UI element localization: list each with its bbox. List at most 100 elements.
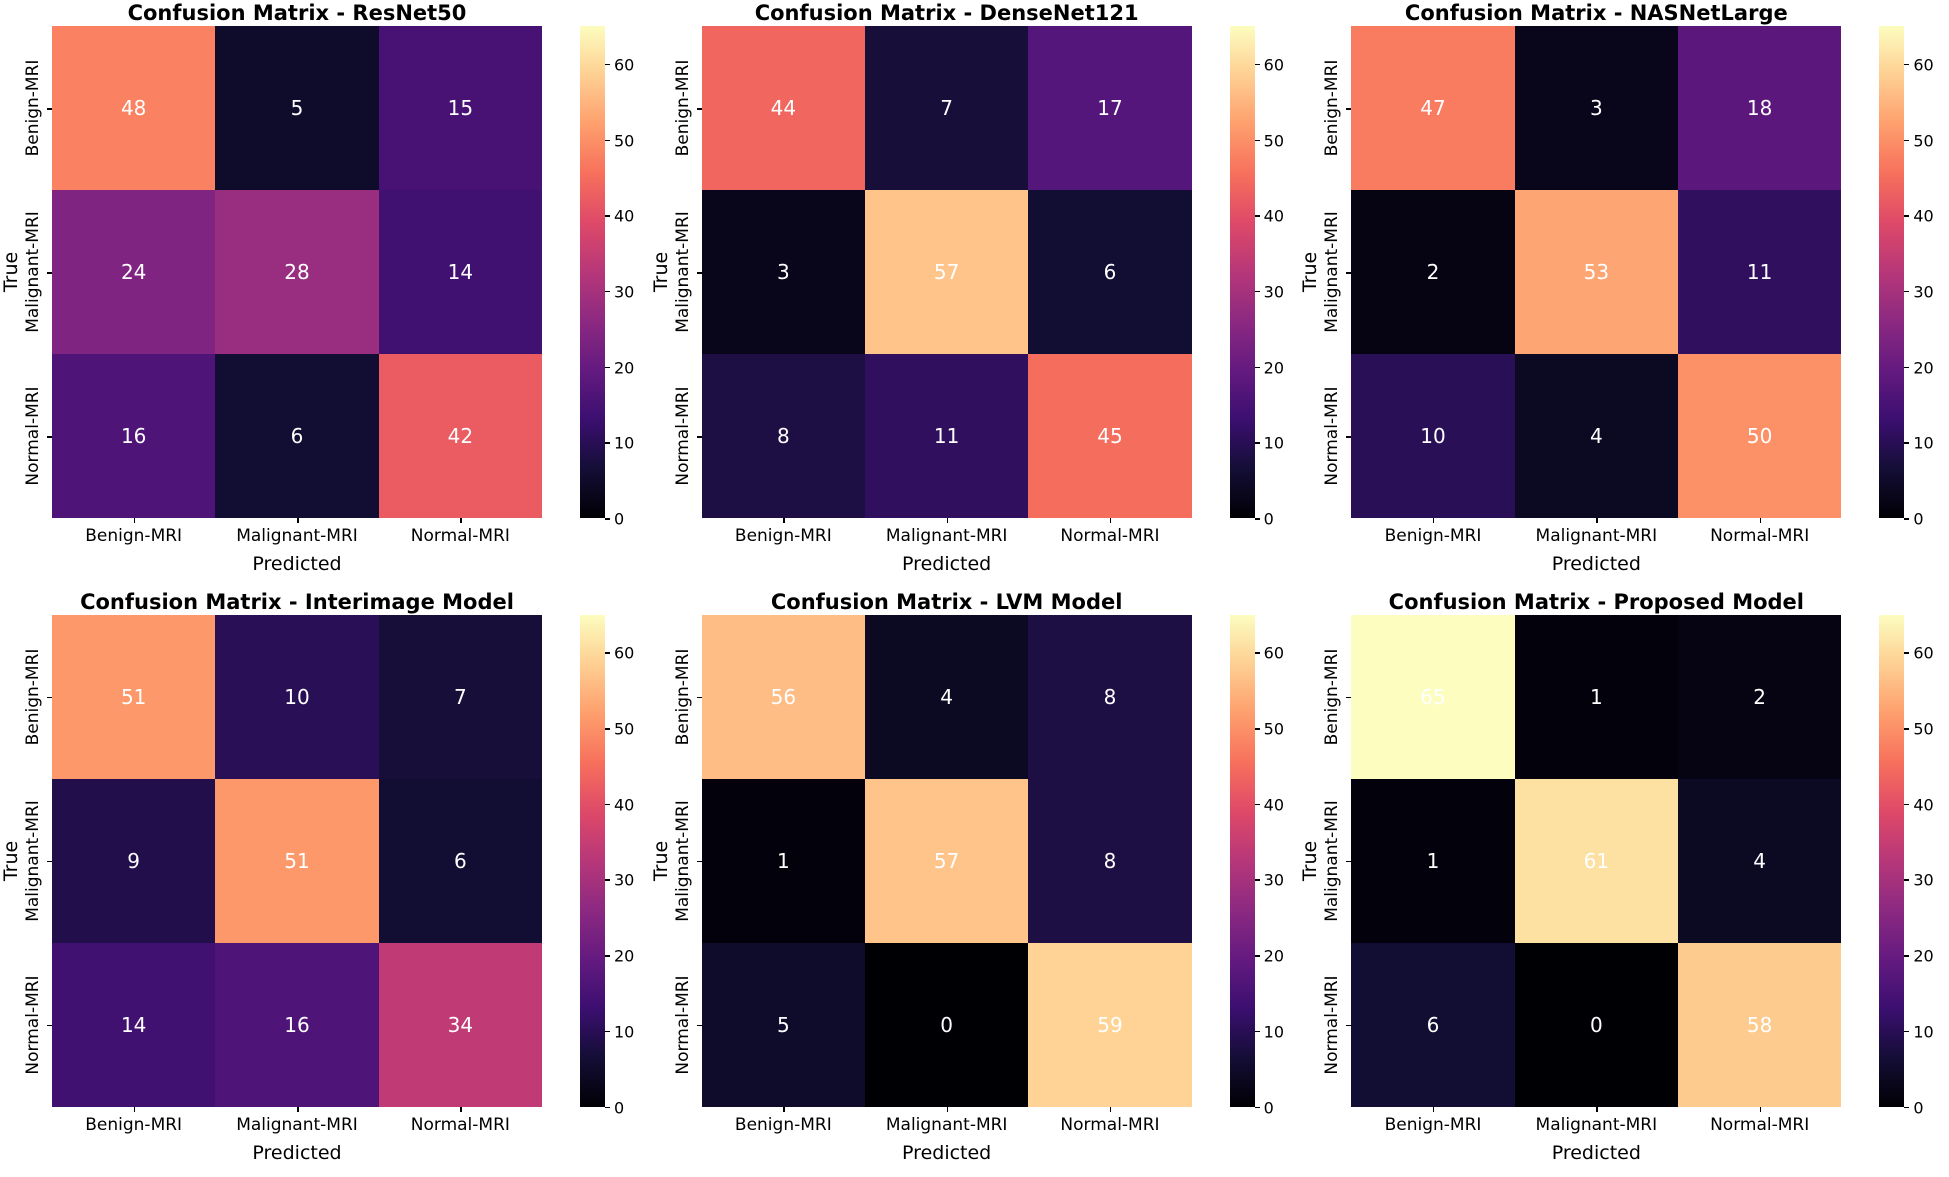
colorbar-tick-mark bbox=[1904, 1106, 1910, 1108]
heatmap-cell: 14 bbox=[52, 942, 216, 1107]
heatmap-cell: 4 bbox=[864, 614, 1029, 779]
cell-value: 45 bbox=[1097, 424, 1123, 448]
colorbar-tick-mark bbox=[1904, 1030, 1910, 1033]
colorbar-tick-mark bbox=[1254, 652, 1260, 654]
heatmap-cell: 42 bbox=[378, 354, 542, 518]
heatmap-cell: 61 bbox=[1514, 778, 1678, 943]
cell-value: 2 bbox=[1426, 260, 1440, 284]
heatmap-cell: 7 bbox=[378, 614, 542, 779]
colorbar-tick-label: 30 bbox=[1263, 870, 1285, 890]
cell-value: 8 bbox=[1103, 848, 1117, 873]
colorbar-tick-label: 50 bbox=[1263, 131, 1285, 151]
cell-value: 28 bbox=[284, 260, 310, 284]
y-tick-label: Normal-MRI bbox=[1322, 386, 1343, 486]
y-tick-label: Benign-MRI bbox=[23, 648, 43, 745]
heatmap-grid: 47 3 18 2 53 11 10 4 50 bbox=[1351, 26, 1842, 518]
colorbar-tick-label: 20 bbox=[1263, 358, 1285, 378]
x-tick-mark bbox=[1596, 518, 1598, 523]
heatmap-cell: 16 bbox=[215, 942, 379, 1107]
y-tick-mark bbox=[1346, 108, 1352, 110]
y-axis-label: True bbox=[0, 251, 22, 293]
colorbar-tick-label: 10 bbox=[1913, 1022, 1934, 1042]
cell-value: 47 bbox=[1420, 96, 1446, 120]
colorbar-tick-label: 0 bbox=[614, 509, 625, 529]
y-tick-label: Normal-MRI bbox=[23, 974, 43, 1075]
heatmap-cell: 58 bbox=[1677, 942, 1842, 1107]
x-axis-label: Predicted bbox=[902, 1141, 992, 1164]
colorbar-tick-mark bbox=[605, 442, 610, 444]
y-axis-label: True bbox=[0, 840, 22, 881]
colorbar-tick-label: 20 bbox=[614, 358, 635, 378]
cell-value: 5 bbox=[290, 96, 304, 120]
x-tick-mark bbox=[783, 518, 785, 523]
cell-value: 58 bbox=[1746, 1012, 1773, 1037]
colorbar-tick-label: 40 bbox=[1263, 795, 1285, 815]
colorbar-tick-mark bbox=[1254, 215, 1260, 217]
y-tick-mark bbox=[47, 108, 52, 110]
y-tick-label: Malignant-MRI bbox=[1322, 799, 1343, 922]
subplot-densenet121: Confusion Matrix - DenseNet121 44 7 17 3 57 6 8… bbox=[650, 0, 1300, 589]
y-tick-label: Benign-MRI bbox=[23, 59, 43, 157]
heatmap-grid: 51 10 7 9 51 6 14 16 34 bbox=[52, 614, 542, 1107]
x-tick-mark bbox=[783, 1106, 785, 1112]
cell-value: 1 bbox=[776, 848, 790, 873]
x-tick-label: Benign-MRI bbox=[1384, 1114, 1482, 1135]
heatmap-cell: 56 bbox=[701, 614, 865, 779]
colorbar-tick-label: 0 bbox=[1913, 1098, 1924, 1117]
y-tick-label: Malignant-MRI bbox=[672, 211, 693, 333]
heatmap-cell: 47 bbox=[1351, 26, 1515, 190]
x-tick-mark bbox=[1109, 1106, 1112, 1112]
chart-title: Confusion Matrix - Proposed Model bbox=[1388, 589, 1804, 614]
x-tick-mark bbox=[1596, 1106, 1598, 1112]
colorbar-tick-label: 60 bbox=[614, 55, 635, 75]
colorbar-tick-label: 60 bbox=[1913, 55, 1934, 75]
heatmap-cell: 1 bbox=[701, 778, 865, 943]
heatmap-grid: 56 4 8 1 57 8 5 0 59 bbox=[701, 614, 1192, 1107]
cell-value: 1 bbox=[1589, 684, 1603, 709]
colorbar-tick-label: 60 bbox=[1913, 643, 1934, 663]
y-tick-mark bbox=[696, 436, 702, 438]
cell-value: 8 bbox=[1103, 684, 1117, 709]
heatmap-cell: 2 bbox=[1351, 190, 1515, 354]
heatmap-cell: 34 bbox=[378, 942, 542, 1107]
cell-value: 3 bbox=[776, 260, 790, 284]
colorbar bbox=[1879, 26, 1905, 518]
y-tick-label: Normal-MRI bbox=[672, 974, 693, 1075]
colorbar-tick-mark bbox=[605, 63, 610, 66]
subplot-interimage-model: Confusion Matrix - Interimage Model 51 10 7… bbox=[0, 589, 650, 1177]
colorbar-tick-label: 40 bbox=[614, 206, 635, 226]
x-tick-label: Benign-MRI bbox=[85, 526, 183, 546]
y-tick-label: Benign-MRI bbox=[672, 648, 693, 745]
y-tick-mark bbox=[696, 108, 702, 110]
cell-value: 11 bbox=[1746, 260, 1773, 284]
y-tick-label: Normal-MRI bbox=[1322, 974, 1343, 1075]
heatmap-cell: 45 bbox=[1028, 354, 1192, 518]
y-tick-mark bbox=[696, 1024, 702, 1026]
colorbar-tick-mark bbox=[605, 139, 610, 142]
x-tick-label: Malignant-MRI bbox=[1535, 1114, 1658, 1135]
cell-value: 4 bbox=[1589, 424, 1603, 448]
heatmap-cell: 9 bbox=[52, 778, 216, 943]
y-tick-label: Malignant-MRI bbox=[672, 799, 693, 922]
cell-value: 44 bbox=[770, 96, 797, 120]
y-tick-mark bbox=[696, 696, 702, 698]
heatmap-cell: 0 bbox=[1514, 942, 1678, 1107]
colorbar-tick-label: 30 bbox=[1913, 282, 1934, 302]
heatmap-cell: 6 bbox=[378, 778, 542, 943]
colorbar-tick-mark bbox=[1254, 366, 1260, 369]
colorbar-tick-mark bbox=[605, 728, 610, 730]
y-tick-mark bbox=[696, 860, 702, 862]
y-tick-label: Malignant-MRI bbox=[23, 211, 43, 333]
x-tick-label: Benign-MRI bbox=[734, 526, 832, 546]
y-tick-mark bbox=[47, 436, 52, 438]
colorbar-tick-mark bbox=[1904, 290, 1910, 293]
x-axis-label: Predicted bbox=[1551, 1141, 1641, 1164]
y-axis-label: True bbox=[1299, 840, 1322, 881]
colorbar-tick-label: 20 bbox=[614, 946, 635, 966]
cell-value: 7 bbox=[453, 684, 467, 709]
heatmap-cell: 51 bbox=[52, 614, 216, 779]
cell-value: 10 bbox=[284, 684, 310, 709]
heatmap-cell: 15 bbox=[378, 26, 542, 190]
cell-value: 57 bbox=[933, 260, 960, 284]
